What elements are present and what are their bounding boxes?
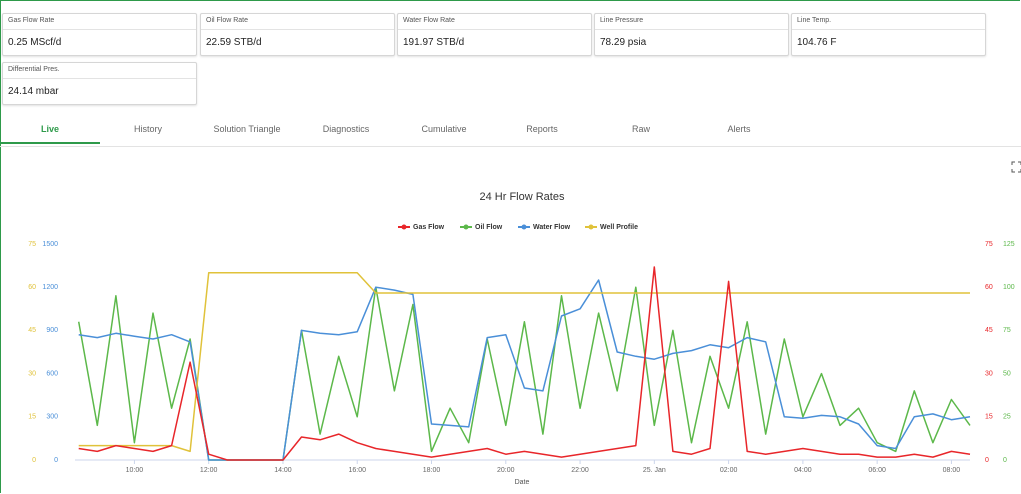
metric-value: 191.97 STB/d: [403, 37, 465, 48]
y-tick-label: 300: [46, 414, 58, 421]
y-tick-label: 75: [28, 241, 36, 248]
legend-item: Well Profile: [585, 224, 638, 231]
series-line: [78, 266, 971, 461]
metric-label: Oil Flow Rate: [201, 14, 394, 30]
y-tick-label: 15: [985, 414, 993, 421]
x-tick-label: 18:00: [423, 467, 441, 474]
tab[interactable]: Cumulative: [421, 124, 467, 134]
metric-value: 78.29 psia: [600, 37, 647, 48]
metric-label: Water Flow Rate: [398, 14, 591, 30]
y-tick-label: 100: [1003, 284, 1015, 291]
tab[interactable]: Reports: [526, 124, 558, 134]
y-tick-label: 0: [985, 457, 989, 464]
y-tick-label: 900: [46, 327, 58, 334]
active-tab-indicator: [1, 142, 100, 144]
metric-card: Line Temp. 104.76 F: [791, 13, 986, 56]
y-tick-label: 600: [46, 370, 58, 377]
metric-card: Gas Flow Rate 0.25 MScf/d: [2, 13, 197, 56]
metric-value: 104.76 F: [797, 37, 837, 48]
legend-label: Water Flow: [533, 224, 571, 231]
y-tick-label: 75: [985, 241, 993, 248]
legend-label: Oil Flow: [475, 224, 503, 231]
chart-title: 24 Hr Flow Rates: [480, 191, 565, 203]
metric-card: Differential Pres. 24.14 mbar: [2, 62, 197, 105]
y-tick-label: 60: [28, 284, 36, 291]
y-tick-label: 1500: [42, 241, 58, 248]
metric-card: Line Pressure 78.29 psia: [594, 13, 789, 56]
y-tick-label: 75: [1003, 327, 1011, 334]
tab[interactable]: Solution Triangle: [213, 124, 281, 134]
legend-marker: [521, 224, 527, 230]
x-axis-label: Date: [515, 479, 530, 486]
x-tick-label: 08:00: [943, 467, 961, 474]
x-tick-label: 04:00: [794, 467, 812, 474]
x-tick-label: 02:00: [720, 467, 738, 474]
y-tick-label: 30: [28, 370, 36, 377]
metric-label: Differential Pres.: [3, 63, 196, 79]
legend-marker: [401, 224, 407, 230]
tab[interactable]: Live: [40, 124, 60, 134]
y-tick-label: 0: [1003, 457, 1007, 464]
series-line: [78, 279, 971, 461]
chart: 24 Hr Flow Rates Date 10:00 12:00 14:00 16:…: [28, 161, 1021, 486]
series-line: [77, 286, 971, 461]
x-tick-label: 14:00: [274, 467, 292, 474]
tab[interactable]: Diagnostics: [322, 124, 370, 134]
metric-value: 0.25 MScf/d: [8, 37, 62, 48]
metric-label: Gas Flow Rate: [3, 14, 196, 30]
x-tick-label: 12:00: [200, 467, 218, 474]
legend-marker: [588, 224, 594, 230]
tab[interactable]: Raw: [631, 124, 651, 134]
y-tick-label: 30: [985, 370, 993, 377]
x-tick-label: 16:00: [348, 467, 366, 474]
tab[interactable]: Alerts: [727, 124, 751, 134]
legend-marker: [463, 224, 469, 230]
x-tick-label: 20:00: [497, 467, 515, 474]
metric-label: Line Pressure: [595, 14, 788, 30]
y-tick-label: 1200: [42, 284, 58, 291]
legend-label: Well Profile: [600, 224, 638, 231]
metric-card: Oil Flow Rate 22.59 STB/d: [200, 13, 395, 56]
y-tick-label: 45: [28, 327, 36, 334]
metric-value: 24.14 mbar: [8, 86, 59, 97]
metric-card: Water Flow Rate 191.97 STB/d: [397, 13, 592, 56]
y-tick-label: 45: [985, 327, 993, 334]
y-tick-label: 60: [985, 284, 993, 291]
x-tick-label: 06:00: [868, 467, 886, 474]
y-tick-label: 50: [1003, 370, 1011, 377]
legend-item: Oil Flow: [460, 224, 503, 231]
series-line: [78, 272, 970, 453]
y-tick-label: 0: [32, 457, 36, 464]
legend-item: Gas Flow: [398, 224, 445, 231]
metric-value: 22.59 STB/d: [206, 37, 262, 48]
y-tick-label: 125: [1003, 241, 1015, 248]
y-tick-label: 0: [54, 457, 58, 464]
x-tick-label: 22:00: [571, 467, 589, 474]
tabs: Live History Solution Triangle Diagnostics C…: [0, 116, 1021, 147]
metric-label: Line Temp.: [792, 14, 985, 30]
y-tick-label: 25: [1003, 414, 1011, 421]
x-tick-label: 10:00: [126, 467, 144, 474]
legend-item: Water Flow: [518, 224, 571, 231]
y-tick-label: 15: [28, 414, 36, 421]
legend-label: Gas Flow: [413, 224, 445, 231]
x-tick-label: 25. Jan: [643, 467, 666, 474]
tab[interactable]: History: [133, 124, 163, 134]
expand-icon: [1011, 161, 1021, 173]
